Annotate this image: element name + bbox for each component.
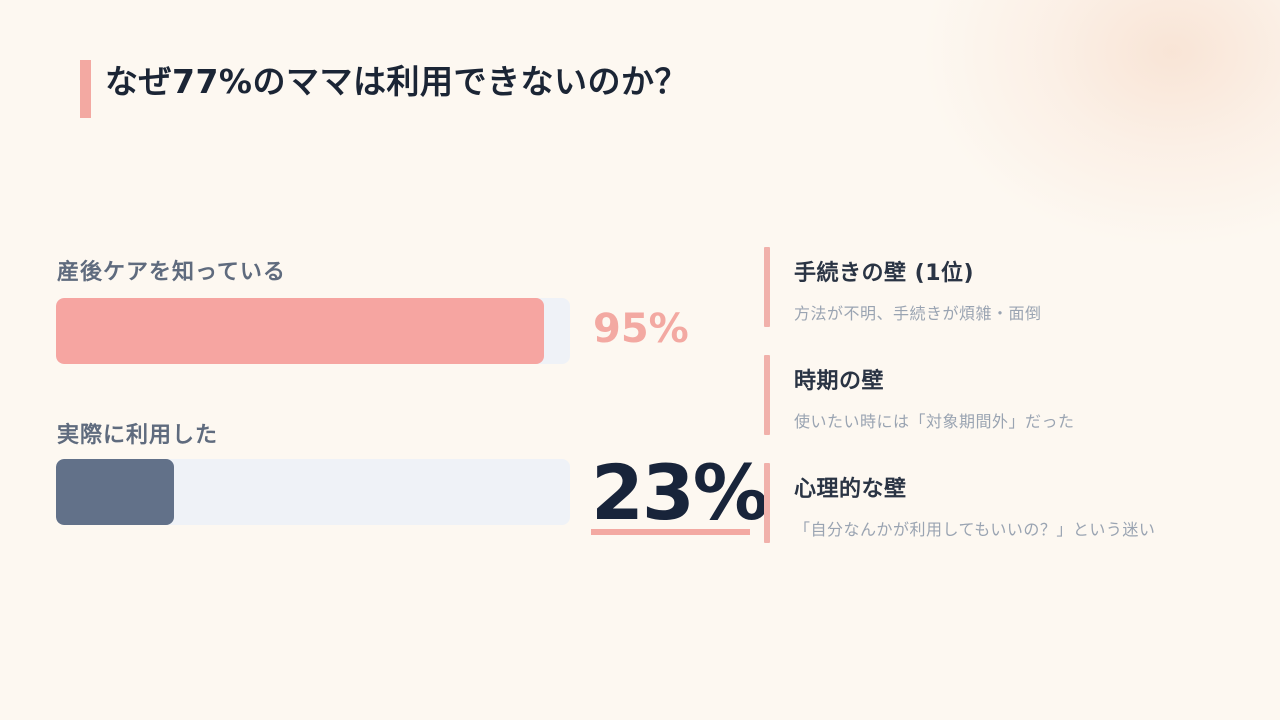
wall-title: 心理的な壁 — [794, 477, 907, 502]
wall-description: 方法が不明、手続きが煩雑・面倒 — [794, 304, 1042, 323]
stat-value-aware: 95% — [593, 306, 689, 352]
wall-description: 「自分なんかが利用してもいいの？」という迷い — [794, 520, 1156, 539]
stat-value-underline — [591, 529, 750, 535]
page-title: なぜ77%のママは利用できないのか？ — [105, 62, 688, 101]
bar-fill-aware — [56, 298, 545, 364]
page-header: なぜ77%のママは利用できないのか？ — [80, 60, 688, 118]
background-glow — [920, 0, 1280, 250]
bar-track-aware — [56, 298, 570, 364]
wall-title: 時期の壁 — [794, 369, 885, 394]
stat-label-used: 実際に利用した — [57, 423, 219, 448]
wall-timing: 時期の壁 使いたい時には「対象期間外」だった — [764, 355, 1244, 435]
title-accent-bar — [80, 60, 91, 118]
stat-value-used: 23% — [591, 448, 769, 537]
wall-accent-bar — [764, 355, 770, 435]
bar-track-used — [56, 459, 570, 525]
stat-label-aware: 産後ケアを知っている — [57, 260, 286, 285]
wall-title: 手続きの壁 (1位) — [794, 261, 975, 286]
wall-procedure: 手続きの壁 (1位) 方法が不明、手続きが煩雑・面倒 — [764, 247, 1244, 327]
wall-accent-bar — [764, 247, 770, 327]
wall-description: 使いたい時には「対象期間外」だった — [794, 412, 1075, 431]
wall-psychological: 心理的な壁 「自分なんかが利用してもいいの？」という迷い — [764, 463, 1244, 543]
bar-fill-used — [56, 459, 175, 525]
wall-accent-bar — [764, 463, 770, 543]
